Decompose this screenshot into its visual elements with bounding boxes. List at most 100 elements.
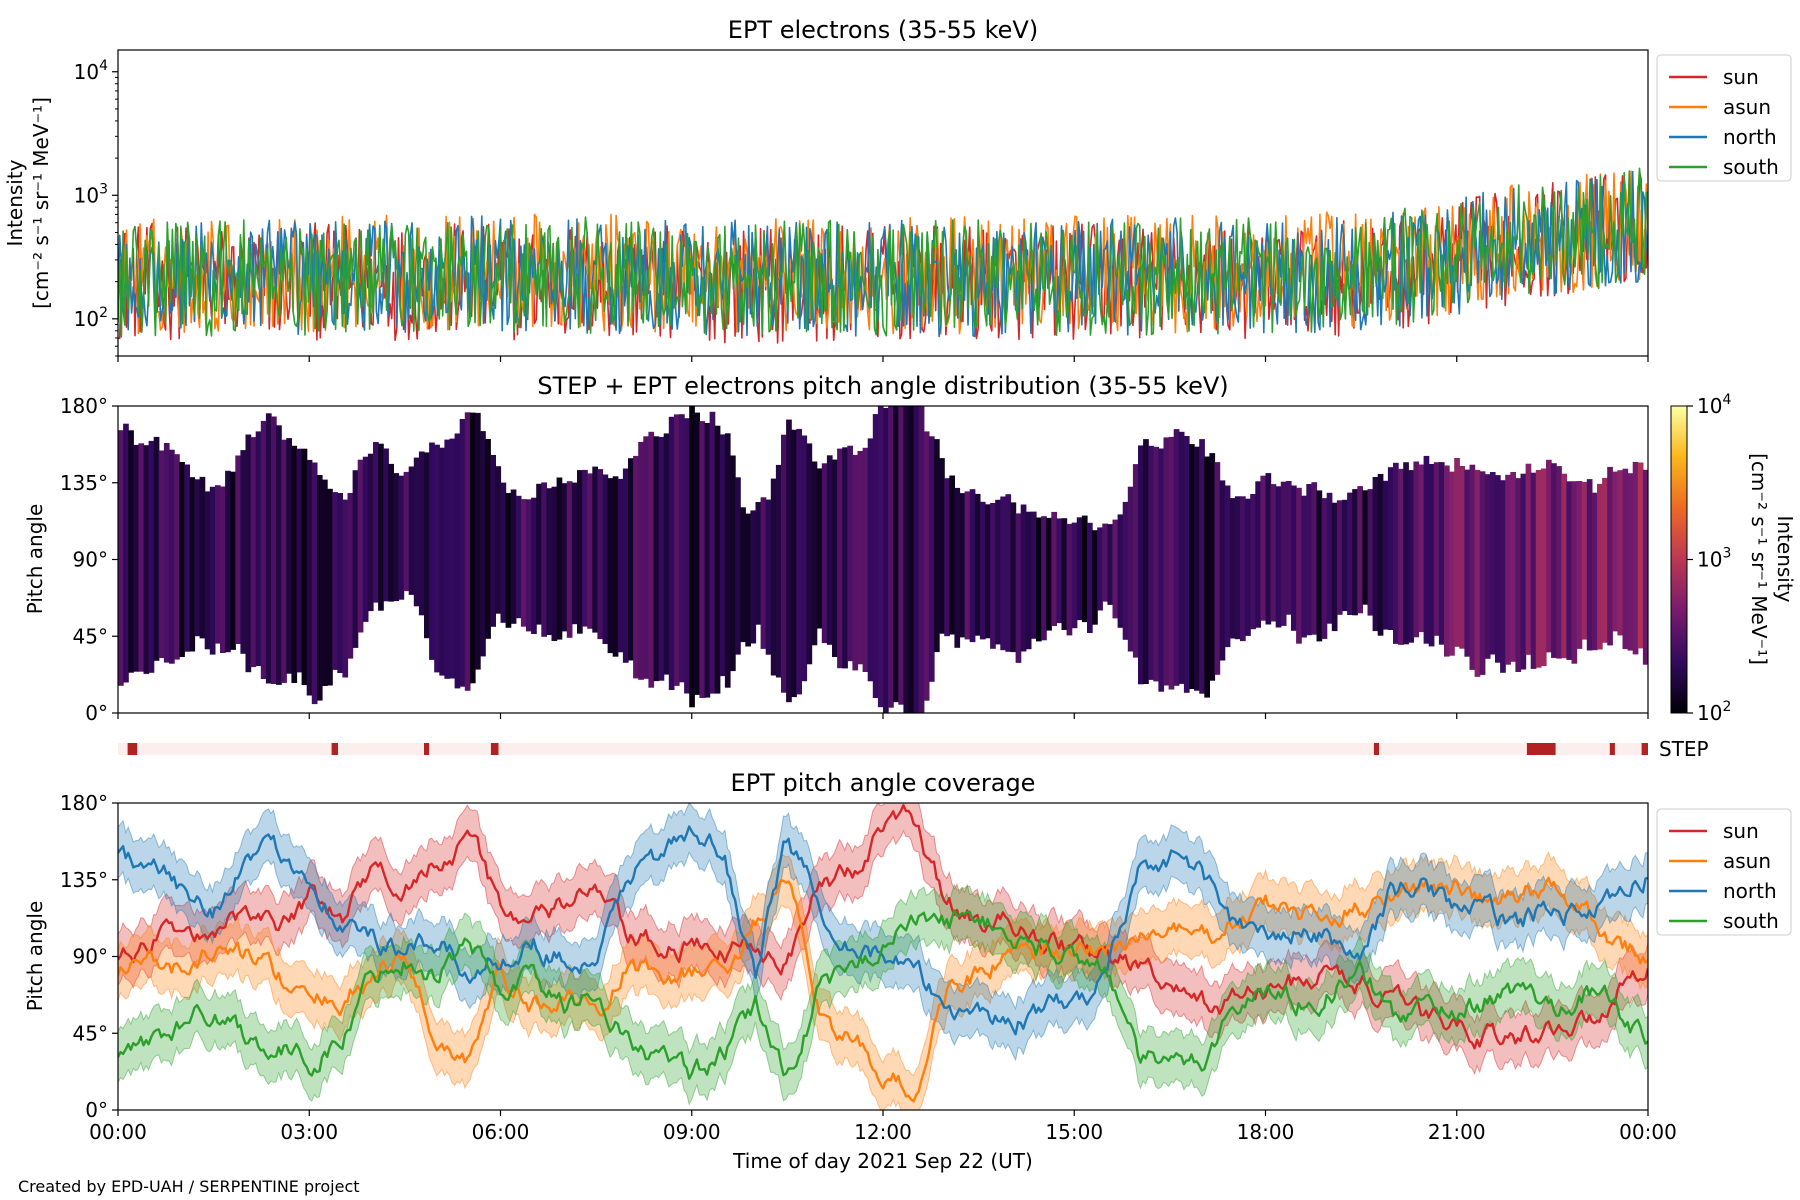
step-mark xyxy=(1609,743,1615,755)
pad-cell xyxy=(684,418,690,694)
pad-cell xyxy=(1178,431,1185,684)
y-tick-label: 45° xyxy=(73,624,108,648)
pad-cell xyxy=(235,455,241,644)
pad-cell xyxy=(1265,473,1272,625)
intensity-series-north xyxy=(118,170,1648,338)
pad-cell xyxy=(220,486,226,653)
pad-cell xyxy=(1066,523,1073,636)
pad-cell xyxy=(1321,498,1328,639)
pad-cell xyxy=(689,406,695,708)
pad-cell xyxy=(174,454,180,660)
pad-cell xyxy=(454,433,461,689)
pad-cell xyxy=(123,423,129,683)
colorbar-tick-label: 103 xyxy=(1697,546,1731,572)
pad-cell xyxy=(1306,484,1312,636)
pad-cell xyxy=(434,444,440,673)
pad-cell xyxy=(281,439,287,683)
pad-cell xyxy=(1459,466,1465,649)
pad-cell xyxy=(847,445,853,662)
pad-cell xyxy=(974,493,981,636)
colorbar-label-line1: Intensity xyxy=(1773,515,1797,602)
pad-cell xyxy=(1163,437,1170,686)
pad-cell xyxy=(755,502,762,625)
pad-cell xyxy=(459,419,466,687)
pad-cell xyxy=(520,499,527,627)
pad-cell xyxy=(1301,495,1307,638)
colorbar-tick-base: 10 xyxy=(1697,394,1722,418)
pad-cell xyxy=(1408,470,1414,643)
intensity-legend: sun asun north south xyxy=(1656,54,1792,182)
pad-cell xyxy=(347,493,354,659)
pad-cell xyxy=(214,485,221,644)
pad-cell xyxy=(1240,496,1246,642)
step-mark xyxy=(424,743,430,755)
pad-cell xyxy=(699,421,706,698)
pad-cell xyxy=(1648,455,1654,670)
pad-cell xyxy=(1056,518,1063,624)
pad-cell xyxy=(393,473,400,602)
pad-cell xyxy=(730,455,736,672)
pad-cell xyxy=(1036,517,1042,642)
pad-cell xyxy=(1071,522,1078,629)
pad-cell xyxy=(796,428,802,695)
footer-credit: Created by EPD-UAH / SERPENTINE project xyxy=(18,1177,360,1196)
pad-cell xyxy=(179,462,185,657)
pad-cell xyxy=(1469,464,1476,670)
y-tick-exp: 4 xyxy=(99,58,108,74)
pad-cell xyxy=(663,433,670,675)
pad-cell xyxy=(388,463,394,602)
pad-cell xyxy=(1326,492,1333,624)
y-tick-label: 135° xyxy=(60,868,108,892)
pad-cell xyxy=(1464,469,1471,657)
pad-cell xyxy=(449,438,456,679)
pad-cell xyxy=(893,406,899,703)
pad-cell xyxy=(505,493,512,628)
pad-cell xyxy=(877,406,884,708)
pad-cell xyxy=(633,455,639,679)
pad-cell xyxy=(969,489,976,643)
step-mark xyxy=(331,743,338,755)
coverage-panel: EPT pitch angle coverage 0° 45° 90° 135° 180… xyxy=(23,769,1792,1144)
pad-cell xyxy=(735,477,741,655)
y-tick-label: 90° xyxy=(73,945,108,969)
y-tick-label: 135° xyxy=(60,471,108,495)
pad-cell xyxy=(1102,523,1108,602)
pad-cell xyxy=(551,486,558,641)
pad-cell xyxy=(1444,465,1450,657)
step-mark xyxy=(127,743,138,755)
pad-cell xyxy=(327,488,333,686)
pad-cell xyxy=(638,441,644,680)
pad-cell xyxy=(872,414,879,698)
x-tick-label: 03:00 xyxy=(280,1120,338,1144)
pad-cell xyxy=(169,449,175,664)
pad-cell xyxy=(418,451,425,616)
pad-cell xyxy=(495,466,502,614)
pad-cell xyxy=(1255,481,1261,628)
intensity-ylabel-line1: Intensity xyxy=(3,159,27,246)
pad-cell xyxy=(271,416,277,684)
pad-cell xyxy=(679,414,685,683)
coverage-band-sun xyxy=(118,803,1648,1076)
pad-cell xyxy=(225,470,231,653)
pad-cell xyxy=(138,443,145,672)
pad-cell xyxy=(424,452,430,639)
pad-cell xyxy=(444,439,451,679)
colorbar-tick-exp: 4 xyxy=(1722,392,1731,408)
y-tick-label: 45° xyxy=(73,1021,108,1045)
pad-cell xyxy=(1245,498,1251,636)
pad-cell xyxy=(1000,496,1006,651)
y-tick-label: 180° xyxy=(60,791,108,815)
pad-cell xyxy=(1367,489,1374,616)
pad-cell xyxy=(429,442,435,660)
pad-cell xyxy=(204,491,211,650)
pad-cell xyxy=(301,448,308,686)
pad-cell xyxy=(1025,511,1032,650)
pad-cell xyxy=(745,513,751,647)
pad-cell xyxy=(1576,481,1583,649)
pad-cell xyxy=(602,474,609,644)
pad-cell xyxy=(1423,455,1430,644)
pad-cell xyxy=(133,444,139,672)
pad-xticks xyxy=(117,713,1649,719)
colorbar-tick-exp: 3 xyxy=(1722,546,1731,562)
